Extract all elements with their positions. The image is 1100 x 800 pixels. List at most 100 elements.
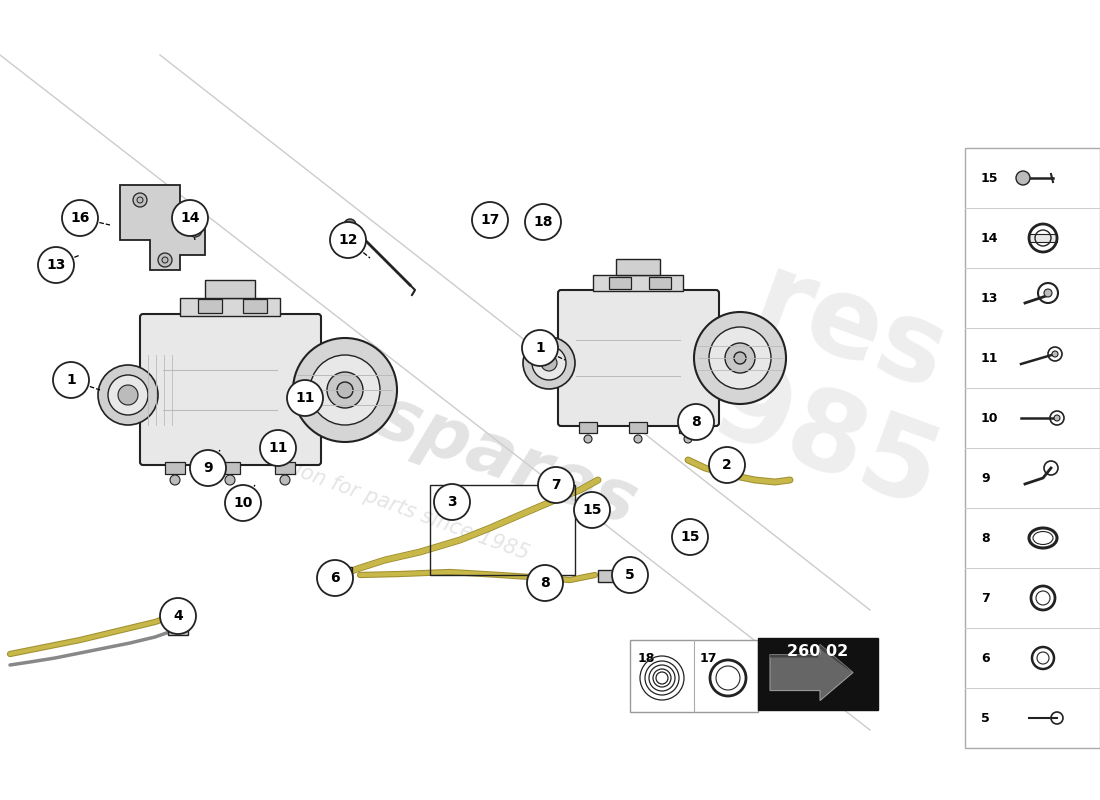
Bar: [220, 462, 240, 474]
Circle shape: [672, 519, 708, 555]
Bar: [579, 422, 597, 433]
Circle shape: [108, 375, 148, 415]
Text: eurospares: eurospares: [194, 319, 647, 541]
Circle shape: [574, 492, 611, 528]
Text: 3: 3: [448, 495, 456, 509]
Circle shape: [310, 355, 380, 425]
Bar: [609, 277, 631, 289]
Text: 15: 15: [582, 503, 602, 517]
Text: 5: 5: [981, 711, 990, 725]
Circle shape: [1054, 415, 1060, 421]
Bar: [593, 275, 683, 291]
Circle shape: [226, 475, 235, 485]
Bar: [1028, 234, 1057, 242]
Text: 8: 8: [540, 576, 550, 590]
Text: 18: 18: [534, 215, 552, 229]
Bar: [275, 462, 295, 474]
Text: 1985: 1985: [627, 327, 954, 533]
FancyBboxPatch shape: [558, 290, 719, 426]
Circle shape: [532, 346, 566, 380]
Text: 2: 2: [722, 458, 732, 472]
Text: 11: 11: [295, 391, 315, 405]
Text: 17: 17: [700, 652, 717, 665]
Text: 1: 1: [66, 373, 76, 387]
Bar: [168, 617, 188, 635]
Text: 10: 10: [981, 411, 999, 425]
Circle shape: [287, 380, 323, 416]
Circle shape: [694, 312, 786, 404]
Circle shape: [190, 450, 226, 486]
Text: 18: 18: [638, 652, 656, 665]
Bar: [758, 638, 878, 710]
Circle shape: [584, 435, 592, 443]
Circle shape: [527, 565, 563, 601]
Text: 14: 14: [180, 211, 200, 225]
Bar: [180, 298, 280, 316]
Circle shape: [53, 362, 89, 398]
Polygon shape: [120, 185, 205, 270]
Text: 6: 6: [981, 651, 990, 665]
Circle shape: [710, 327, 771, 389]
Circle shape: [725, 343, 755, 373]
Circle shape: [188, 223, 202, 237]
Circle shape: [522, 337, 575, 389]
Circle shape: [280, 475, 290, 485]
Circle shape: [260, 430, 296, 466]
Circle shape: [118, 385, 138, 405]
Text: 13: 13: [46, 258, 66, 272]
Circle shape: [337, 382, 353, 398]
Circle shape: [612, 557, 648, 593]
Circle shape: [39, 247, 74, 283]
Circle shape: [226, 485, 261, 521]
Circle shape: [1052, 351, 1058, 357]
Text: 8: 8: [691, 415, 701, 429]
Text: a passion for parts since 1985: a passion for parts since 1985: [229, 437, 531, 563]
Text: 11: 11: [981, 351, 999, 365]
Circle shape: [634, 435, 642, 443]
Circle shape: [170, 475, 180, 485]
Text: 10: 10: [233, 496, 253, 510]
Circle shape: [1044, 289, 1052, 297]
Circle shape: [330, 222, 366, 258]
Bar: [616, 259, 660, 275]
Circle shape: [734, 352, 746, 364]
Circle shape: [434, 484, 470, 520]
Circle shape: [525, 204, 561, 240]
Bar: [430, 485, 575, 575]
Circle shape: [522, 330, 558, 366]
Text: 14: 14: [981, 231, 999, 245]
Bar: [165, 462, 185, 474]
Bar: [629, 422, 647, 433]
Bar: [649, 277, 671, 289]
FancyBboxPatch shape: [140, 314, 321, 465]
Circle shape: [684, 435, 692, 443]
Bar: [198, 299, 222, 313]
Circle shape: [327, 372, 363, 408]
Bar: [205, 280, 255, 298]
Text: res: res: [739, 246, 960, 414]
Bar: [598, 570, 616, 582]
Text: 1: 1: [535, 341, 544, 355]
Circle shape: [138, 197, 143, 203]
Bar: [965, 148, 1100, 748]
Text: 9: 9: [981, 471, 990, 485]
Polygon shape: [770, 645, 853, 701]
Circle shape: [98, 365, 158, 425]
Circle shape: [172, 200, 208, 236]
Circle shape: [678, 404, 714, 440]
Text: 15: 15: [680, 530, 700, 544]
Text: 11: 11: [268, 441, 288, 455]
Bar: [328, 567, 352, 583]
Text: 260 02: 260 02: [788, 645, 848, 659]
Text: 6: 6: [330, 571, 340, 585]
Circle shape: [710, 447, 745, 483]
Text: 16: 16: [70, 211, 90, 225]
Circle shape: [472, 202, 508, 238]
Text: 5: 5: [625, 568, 635, 582]
Text: 9: 9: [204, 461, 212, 475]
Bar: [630, 640, 758, 712]
Bar: [679, 422, 697, 433]
Text: 8: 8: [981, 531, 990, 545]
Text: 12: 12: [339, 233, 358, 247]
Circle shape: [62, 200, 98, 236]
